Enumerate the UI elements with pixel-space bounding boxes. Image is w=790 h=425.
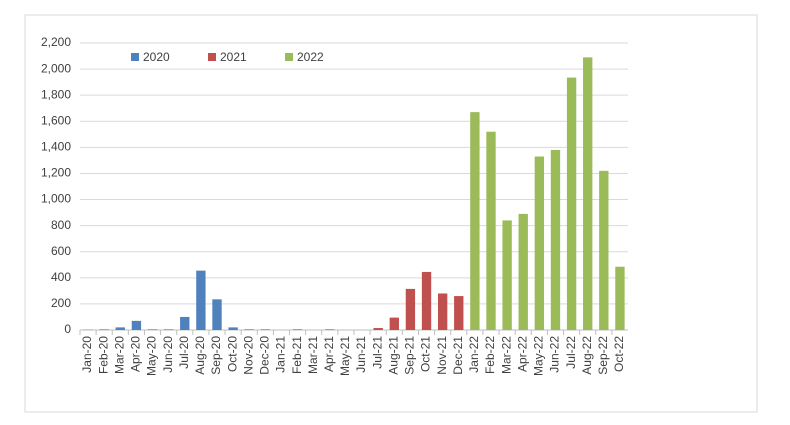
y-tick-label: 600: [51, 244, 71, 258]
bar: [567, 78, 576, 330]
bar: [422, 272, 431, 330]
x-tick-label: Jul-22: [564, 336, 578, 369]
legend-label: 2021: [220, 50, 247, 64]
bar: [583, 57, 592, 330]
y-tick-label: 400: [51, 270, 71, 284]
x-tick-label: Apr-20: [129, 336, 143, 372]
x-tick-label: Feb-20: [96, 336, 110, 374]
bar: [132, 321, 141, 330]
x-tick-label: Oct-22: [612, 336, 626, 372]
x-tick-label: Jun-22: [548, 336, 562, 373]
x-tick-label: Sep-20: [209, 336, 223, 375]
y-tick-label: 200: [51, 296, 71, 310]
bar: [212, 299, 221, 330]
bar: [519, 214, 528, 330]
bar: [245, 329, 254, 330]
y-tick-label: 1,400: [41, 140, 71, 154]
bar: [100, 329, 109, 330]
bar: [116, 327, 125, 330]
x-tick-label: Jan-21: [274, 336, 288, 373]
x-tick-label: Jul-20: [177, 336, 191, 369]
x-tick-label: Jan-22: [467, 336, 481, 373]
x-tick-label: Sep-22: [596, 336, 610, 375]
bar: [180, 317, 189, 330]
bar: [454, 296, 463, 330]
x-tick-label: Jul-21: [370, 336, 384, 369]
bar: [148, 329, 157, 330]
x-tick-label: Apr-21: [322, 336, 336, 372]
x-tick-label: Mar-21: [306, 336, 320, 374]
bar: [535, 156, 544, 330]
bar: [438, 293, 447, 330]
x-tick-label: Aug-21: [386, 336, 400, 375]
bar: [502, 220, 511, 330]
y-tick-label: 2,200: [41, 35, 71, 49]
x-tick-label: May-21: [338, 336, 352, 376]
legend-label: 2020: [143, 50, 170, 64]
x-tick-label: Jan-20: [80, 336, 94, 373]
bar: [486, 132, 495, 330]
x-tick-label: Dec-20: [258, 336, 272, 375]
legend-swatch: [208, 53, 216, 61]
bar: [615, 267, 624, 330]
x-tick-label: Feb-21: [290, 336, 304, 374]
x-tick-label: Oct-21: [419, 336, 433, 372]
y-tick-label: 1,200: [41, 166, 71, 180]
bar: [406, 289, 415, 330]
bar: [599, 171, 608, 330]
y-tick-label: 2,000: [41, 61, 71, 75]
bar: [196, 271, 205, 330]
legend-swatch: [131, 53, 139, 61]
bar: [228, 327, 237, 330]
legend-label: 2022: [297, 50, 324, 64]
bar: [261, 329, 270, 330]
x-tick-label: Nov-21: [435, 336, 449, 375]
y-tick-label: 1,000: [41, 192, 71, 206]
x-tick-label: Mar-20: [112, 336, 126, 374]
x-tick-label: Apr-22: [515, 336, 529, 372]
bar: [551, 150, 560, 330]
x-tick-label: Feb-22: [483, 336, 497, 374]
x-tick-label: Jun-21: [354, 336, 368, 373]
x-tick-label: Aug-22: [580, 336, 594, 375]
bar: [164, 329, 173, 330]
y-tick-label: 1,800: [41, 87, 71, 101]
x-tick-label: Aug-20: [193, 336, 207, 375]
y-tick-label: 0: [64, 322, 71, 336]
x-tick-label: May-20: [145, 336, 159, 376]
x-tick-label: Nov-20: [241, 336, 255, 375]
bar: [374, 328, 383, 330]
bar: [293, 329, 302, 330]
x-tick-label: Sep-21: [403, 336, 417, 375]
x-tick-label: May-22: [532, 336, 546, 376]
bar: [325, 329, 334, 330]
y-tick-label: 800: [51, 218, 71, 232]
x-tick-label: Mar-22: [499, 336, 513, 374]
bar: [390, 318, 399, 330]
y-tick-label: 1,600: [41, 113, 71, 127]
bar: [470, 112, 479, 330]
x-tick-label: Dec-21: [451, 336, 465, 375]
x-tick-label: Jun-20: [161, 336, 175, 373]
legend-swatch: [285, 53, 293, 61]
x-tick-label: Oct-20: [225, 336, 239, 372]
